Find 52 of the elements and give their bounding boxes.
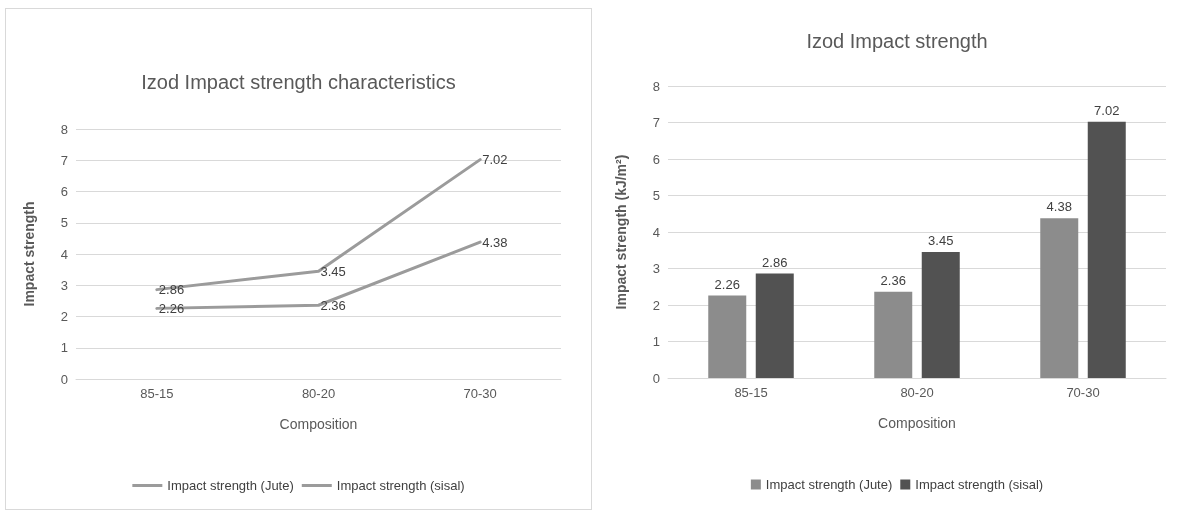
- y-tick-label: 8: [60, 121, 68, 137]
- y-tick-label: 8: [652, 78, 660, 94]
- legend-label: Impact strength (sisal): [915, 477, 1044, 492]
- x-tick-label: 70-30: [463, 386, 497, 401]
- x-tick-label: 80-20: [900, 385, 934, 400]
- x-axis-title: Composition: [279, 416, 358, 432]
- bar: [1087, 121, 1126, 378]
- data-label: 3.45: [320, 263, 346, 279]
- x-tick-label: 80-20: [301, 386, 336, 401]
- y-tick-label: 7: [652, 115, 660, 130]
- x-tick-label: 85-15: [140, 386, 174, 401]
- data-label: 3.45: [928, 233, 954, 249]
- bar: [755, 273, 794, 378]
- data-label: 7.02: [482, 152, 508, 168]
- y-tick-label: 1: [60, 340, 68, 356]
- data-label: 4.38: [1046, 199, 1072, 215]
- y-tick-label: 0: [60, 371, 68, 387]
- y-tick-label: 3: [60, 277, 68, 293]
- y-tick-label: 0: [652, 370, 660, 386]
- bar: [1040, 218, 1079, 378]
- data-label: 2.26: [714, 276, 740, 292]
- y-tick-label: 1: [652, 334, 660, 349]
- y-tick-label: 5: [60, 215, 68, 231]
- bar: [708, 295, 747, 378]
- legend-label: Impact strength (Jute): [167, 478, 294, 493]
- y-axis-title: Impact strength (kJ/m²): [613, 154, 629, 310]
- y-tick-label: 4: [652, 224, 660, 240]
- y-axis-title: Impact strength: [21, 201, 37, 307]
- data-label: 2.86: [158, 282, 185, 298]
- y-tick-label: 6: [60, 184, 68, 199]
- x-tick-label: 70-30: [1066, 385, 1100, 400]
- data-label: 2.36: [880, 272, 906, 288]
- legend-label: Impact strength (sisal): [336, 478, 465, 493]
- data-label: 2.26: [158, 300, 185, 316]
- data-label: 7.02: [1094, 102, 1120, 118]
- y-tick-label: 3: [652, 261, 660, 276]
- y-tick-label: 4: [60, 246, 68, 262]
- y-tick-label: 5: [652, 188, 660, 203]
- y-tick-label: 7: [60, 152, 68, 168]
- data-label: 4.38: [482, 234, 508, 250]
- x-axis-title: Composition: [878, 415, 956, 431]
- chart-title: Izod Impact strength: [806, 30, 988, 52]
- bar: [921, 252, 960, 378]
- chart-title: Izod Impact strength characteristics: [141, 71, 456, 93]
- data-label: 2.86: [762, 254, 788, 270]
- legend-label: Impact strength (Jute): [765, 477, 893, 492]
- bar: [874, 291, 913, 378]
- y-tick-label: 2: [60, 309, 68, 324]
- y-tick-label: 6: [652, 151, 660, 167]
- x-tick-label: 85-15: [734, 385, 768, 400]
- data-label: 2.36: [320, 297, 346, 313]
- y-tick-label: 2: [652, 297, 660, 313]
